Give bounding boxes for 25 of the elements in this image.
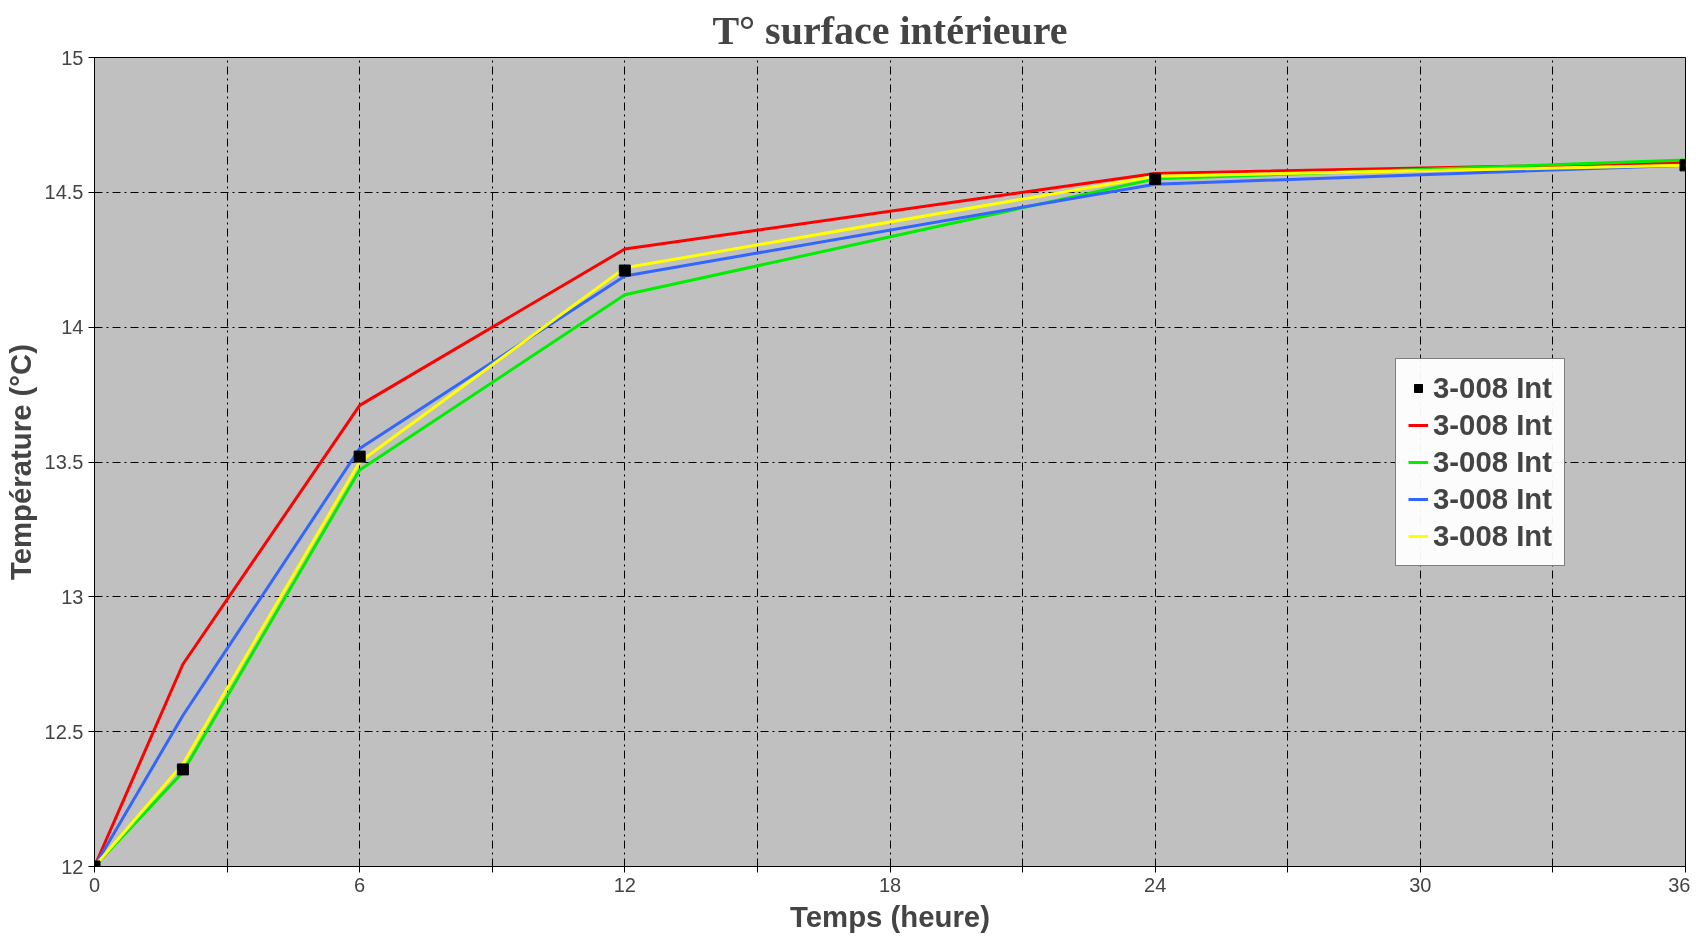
legend-label: 3-008 Int: [1433, 370, 1552, 405]
x-tick-label: 0: [88, 873, 101, 896]
y-tick-label: 14: [61, 316, 84, 339]
legend-label: 3-008 Int: [1433, 444, 1552, 479]
x-tick-label: 36: [1668, 873, 1691, 896]
y-tick-label: 12: [61, 855, 84, 878]
x-tick-label: 18: [878, 873, 902, 896]
legend-label: 3-008 Int: [1433, 407, 1552, 442]
y-tick-label: 14.5: [44, 181, 84, 204]
x-tick-label: 6: [354, 873, 366, 896]
y-axis-title: Température (°C): [3, 343, 37, 581]
point: [353, 450, 366, 463]
point: [176, 763, 189, 776]
x-axis-title: Temps (heure): [790, 899, 990, 933]
y-tick-label: 13.5: [44, 451, 84, 473]
legend-label: 3-008 Int: [1433, 481, 1552, 516]
y-tick-label: 12.5: [44, 720, 84, 743]
chart-title: T° surface intérieure: [712, 7, 1068, 53]
legend-label: 3-008 Int: [1433, 518, 1552, 553]
x-tick-label: 30: [1409, 873, 1432, 896]
y-tick-label: 15: [61, 46, 84, 69]
x-tick-label: 24: [1144, 873, 1167, 896]
y-tick-label: 13: [61, 585, 84, 608]
point: [618, 264, 631, 277]
x-tick-label: 12: [613, 873, 636, 896]
